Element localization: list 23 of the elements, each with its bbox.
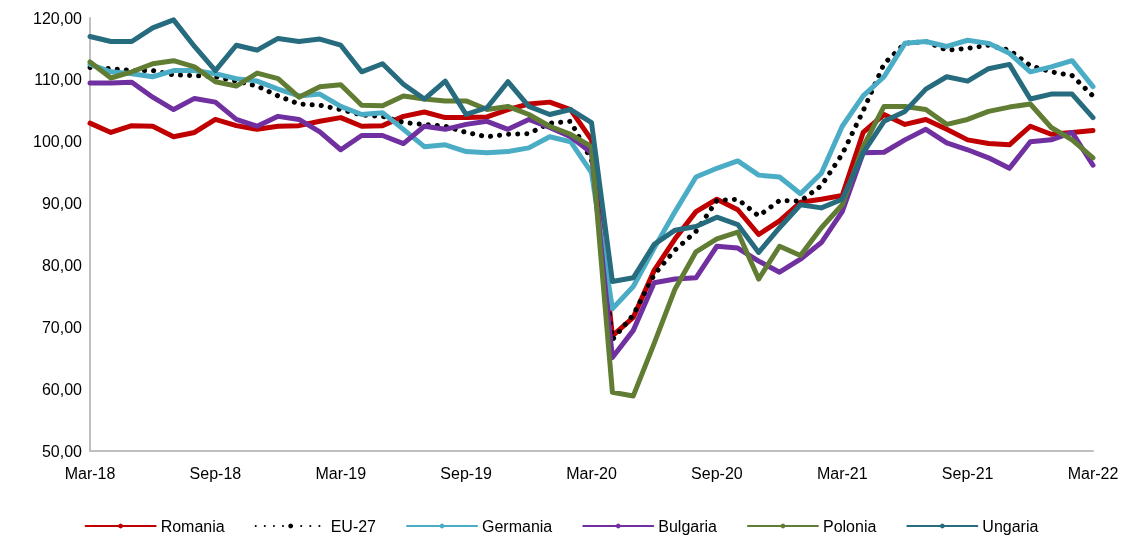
legend-label: Bulgaria	[658, 517, 718, 535]
legend-label: Germania	[482, 517, 553, 535]
legend-label: Ungaria	[982, 517, 1039, 535]
x-tick-label: Mar-20	[566, 464, 617, 482]
x-tick-label: Mar-21	[816, 464, 868, 482]
y-tick-label: 90,00	[41, 195, 83, 213]
y-tick-label: 70,00	[41, 318, 83, 336]
y-tick-label: 80,00	[41, 256, 83, 274]
y-tick-label: 60,00	[41, 380, 83, 398]
x-tick-label: Mar-22	[1067, 464, 1119, 482]
legend-label: Polonia	[822, 517, 877, 535]
legend-label: EU-27	[330, 517, 377, 535]
x-tick-label: Sep-21	[941, 464, 994, 482]
x-tick-label: Sep-20	[691, 464, 743, 482]
x-tick-label: Sep-19	[440, 464, 493, 482]
legend-label: Romania	[160, 517, 225, 535]
x-tick-label: Mar-18	[64, 464, 116, 482]
y-tick-label: 110,00	[34, 71, 83, 89]
x-tick-label: Sep-18	[189, 464, 242, 482]
y-tick-label: 100,00	[33, 133, 83, 151]
x-tick-label: Mar-19	[315, 464, 367, 482]
y-tick-label: 50,00	[41, 442, 83, 460]
y-tick-label: 120,00	[33, 9, 83, 27]
